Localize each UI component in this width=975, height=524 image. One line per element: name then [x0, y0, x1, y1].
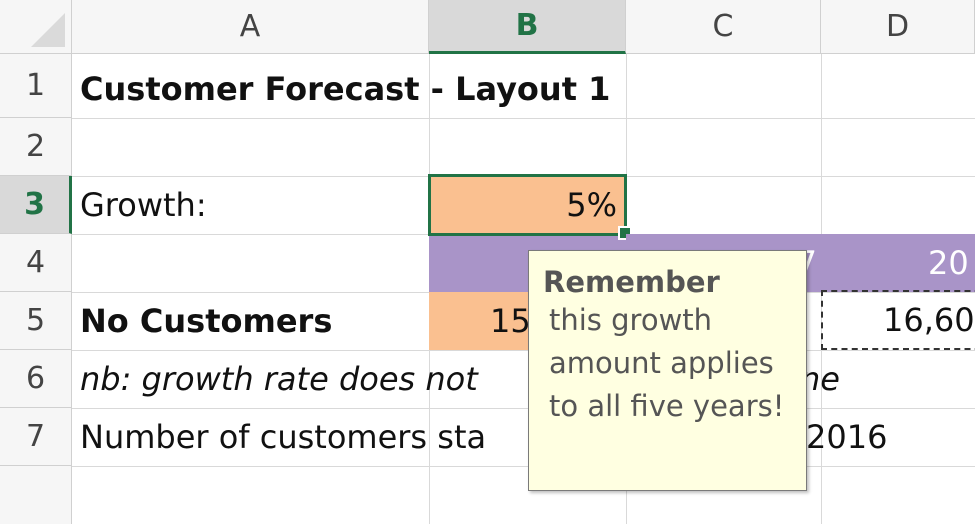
column-header-d[interactable]: D — [821, 0, 975, 54]
row-header-2[interactable]: 2 — [0, 118, 72, 176]
cell-comment-popup: Remember this growth amount applies to a… — [528, 250, 807, 491]
cell-b5[interactable]: 15 — [490, 302, 531, 340]
row-header-8[interactable] — [0, 466, 72, 524]
column-header-b[interactable]: B — [429, 0, 626, 54]
row-header-7[interactable]: 7 — [0, 408, 72, 466]
row-header-5[interactable]: 5 — [0, 292, 72, 350]
cell-a7[interactable]: Number of customers sta — [80, 418, 487, 456]
cell-a5[interactable]: No Customers — [80, 302, 333, 340]
row-header-1[interactable]: 1 — [0, 54, 72, 118]
row-header-4[interactable]: 4 — [0, 234, 72, 292]
gridline — [72, 466, 975, 467]
cell-d4-year[interactable]: 20 — [928, 234, 975, 292]
comment-text: this growth amount applies to all five y… — [549, 303, 785, 423]
cell-c7-year-tail: 2016 — [806, 418, 888, 456]
gridline — [72, 408, 975, 409]
column-header-c[interactable]: C — [626, 0, 821, 54]
comment-author: Remember — [543, 265, 720, 299]
gridline — [72, 118, 975, 119]
gridline — [72, 350, 975, 351]
cell-b3-growth-input[interactable]: 5% — [428, 174, 627, 236]
column-header-a[interactable]: A — [72, 0, 429, 54]
select-all-triangle-icon — [31, 13, 65, 47]
row-header-3[interactable]: 3 — [0, 176, 72, 234]
cell-a3[interactable]: Growth: — [80, 186, 207, 224]
cell-a6-note[interactable]: nb: growth rate does not — [80, 360, 478, 398]
select-all-corner[interactable] — [0, 0, 72, 54]
cell-d5-copied[interactable]: 16,60 — [821, 290, 975, 350]
row-header-6[interactable]: 6 — [0, 350, 72, 408]
cell-a1[interactable]: Customer Forecast - Layout 1 — [80, 70, 611, 108]
